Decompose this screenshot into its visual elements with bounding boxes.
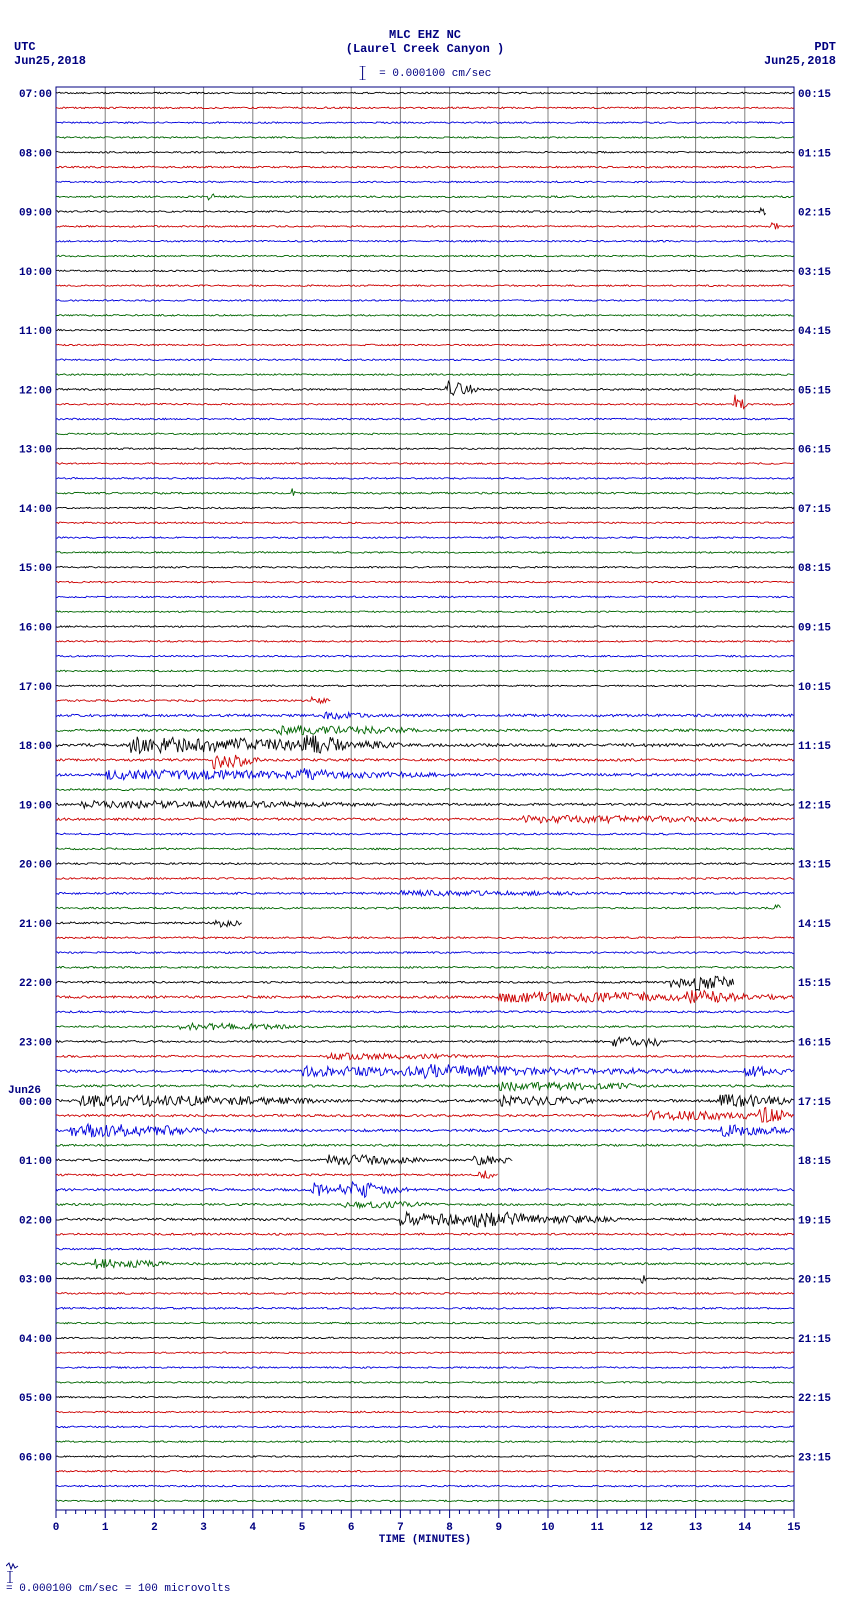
svg-text:10:15: 10:15 <box>798 682 831 694</box>
svg-text:08:00: 08:00 <box>19 148 52 160</box>
svg-text:15:15: 15:15 <box>798 978 831 990</box>
svg-text:01:15: 01:15 <box>798 148 831 160</box>
svg-text:19:15: 19:15 <box>798 1215 831 1227</box>
svg-text:17:15: 17:15 <box>798 1097 831 1109</box>
scale-bar-icon <box>6 1571 230 1583</box>
tz-right: PDT <box>814 40 836 54</box>
svg-text:TIME (MINUTES): TIME (MINUTES) <box>379 1534 471 1545</box>
svg-text:02:00: 02:00 <box>19 1215 52 1227</box>
svg-text:5: 5 <box>299 1522 306 1534</box>
svg-text:20:00: 20:00 <box>19 860 52 872</box>
tz-left: UTC <box>14 40 36 54</box>
svg-text:11: 11 <box>591 1522 605 1534</box>
svg-text:09:00: 09:00 <box>19 208 52 220</box>
svg-text:10: 10 <box>541 1522 554 1534</box>
footer-scale: = 0.000100 cm/sec = 100 microvolts <box>6 1561 230 1595</box>
svg-text:23:15: 23:15 <box>798 1452 831 1464</box>
svg-text:16:15: 16:15 <box>798 1037 831 1049</box>
svg-text:11:00: 11:00 <box>19 326 52 338</box>
svg-text:07:15: 07:15 <box>798 504 831 516</box>
date-left: Jun25,2018 <box>14 54 86 68</box>
svg-text:12: 12 <box>640 1522 653 1534</box>
scale-tick-icon <box>6 1561 230 1571</box>
svg-text:05:15: 05:15 <box>798 385 831 397</box>
svg-text:23:00: 23:00 <box>19 1037 52 1049</box>
svg-text:8: 8 <box>446 1522 453 1534</box>
svg-text:14:00: 14:00 <box>19 504 52 516</box>
svg-text:3: 3 <box>200 1522 207 1534</box>
svg-text:04:15: 04:15 <box>798 326 831 338</box>
svg-text:08:15: 08:15 <box>798 563 831 575</box>
svg-text:22:00: 22:00 <box>19 978 52 990</box>
svg-text:15:00: 15:00 <box>19 563 52 575</box>
svg-text:0: 0 <box>53 1522 60 1534</box>
svg-text:9: 9 <box>495 1522 502 1534</box>
svg-text:06:00: 06:00 <box>19 1452 52 1464</box>
date-right: Jun25,2018 <box>764 54 836 68</box>
svg-text:1: 1 <box>102 1522 109 1534</box>
svg-text:05:00: 05:00 <box>19 1393 52 1405</box>
svg-text:12:00: 12:00 <box>19 385 52 397</box>
svg-text:22:15: 22:15 <box>798 1393 831 1405</box>
svg-text:18:15: 18:15 <box>798 1156 831 1168</box>
footer-text: = 0.000100 cm/sec = 100 microvolts <box>6 1583 230 1595</box>
svg-text:Jun26: Jun26 <box>8 1085 41 1097</box>
svg-text:15: 15 <box>787 1522 801 1534</box>
svg-text:01:00: 01:00 <box>19 1156 52 1168</box>
svg-text:13:15: 13:15 <box>798 860 831 872</box>
svg-text:19:00: 19:00 <box>19 800 52 812</box>
footer: = 0.000100 cm/sec = 100 microvolts <box>0 1545 850 1605</box>
svg-text:13: 13 <box>689 1522 703 1534</box>
svg-text:07:00: 07:00 <box>19 89 52 101</box>
svg-text:14: 14 <box>738 1522 752 1534</box>
svg-text:14:15: 14:15 <box>798 919 831 931</box>
svg-text:02:15: 02:15 <box>798 208 831 220</box>
svg-text:17:00: 17:00 <box>19 682 52 694</box>
scale-indicator: = 0.000100 cm/sec <box>359 66 492 80</box>
svg-text:6: 6 <box>348 1522 355 1534</box>
svg-text:21:15: 21:15 <box>798 1334 831 1346</box>
svg-text:03:00: 03:00 <box>19 1275 52 1287</box>
station-id: MLC EHZ NC <box>389 28 461 42</box>
svg-text:2: 2 <box>151 1522 158 1534</box>
svg-text:21:00: 21:00 <box>19 919 52 931</box>
svg-text:16:00: 16:00 <box>19 623 52 635</box>
svg-text:06:15: 06:15 <box>798 445 831 457</box>
svg-text:11:15: 11:15 <box>798 741 831 753</box>
svg-text:00:15: 00:15 <box>798 89 831 101</box>
svg-text:04:00: 04:00 <box>19 1334 52 1346</box>
svg-text:09:15: 09:15 <box>798 623 831 635</box>
svg-text:12:15: 12:15 <box>798 800 831 812</box>
svg-text:4: 4 <box>249 1522 256 1534</box>
svg-text:18:00: 18:00 <box>19 741 52 753</box>
svg-text:7: 7 <box>397 1522 404 1534</box>
svg-text:00:00: 00:00 <box>19 1097 52 1109</box>
svg-text:03:15: 03:15 <box>798 267 831 279</box>
scale-bar-icon <box>359 66 367 80</box>
scale-label: = 0.000100 cm/sec <box>373 68 492 80</box>
svg-text:13:00: 13:00 <box>19 445 52 457</box>
svg-text:20:15: 20:15 <box>798 1275 831 1287</box>
header: MLC EHZ NC (Laurel Creek Canyon ) = 0.00… <box>0 0 850 85</box>
svg-text:10:00: 10:00 <box>19 267 52 279</box>
seismogram-plot: 07:00 00:15 08:00 01:15 09:00 02:15 10:00 03:15… <box>0 85 850 1545</box>
station-name: (Laurel Creek Canyon ) <box>346 42 504 56</box>
